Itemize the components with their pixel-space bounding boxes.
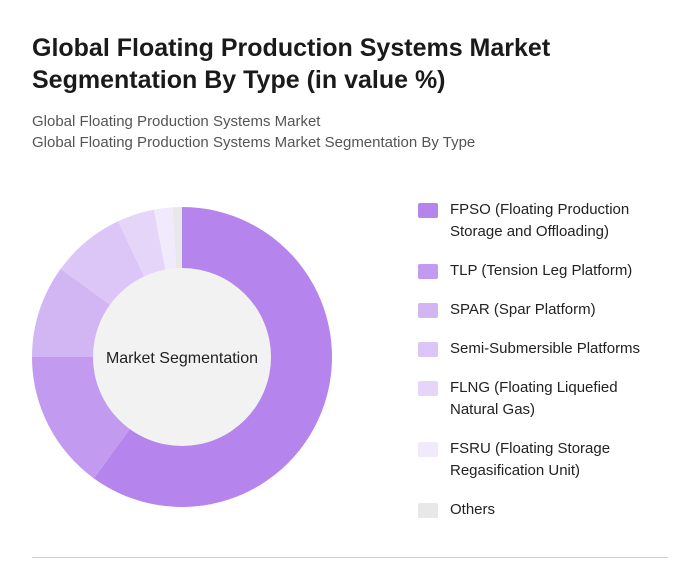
legend-item: TLP (Tension Leg Platform) [418, 260, 678, 282]
legend: FPSO (Floating Production Storage and Of… [418, 199, 678, 521]
donut-slice [32, 357, 131, 479]
legend-label: TLP (Tension Leg Platform) [450, 262, 633, 279]
legend-label: Semi-Submersible Platforms [450, 340, 641, 357]
subtitle: Global Floating Production Systems Marke… [32, 113, 321, 130]
legend-swatch [418, 381, 438, 396]
legend-item: SPAR (Spar Platform) [418, 299, 678, 321]
donut-center [93, 268, 271, 446]
donut-slice [172, 207, 182, 270]
legend-swatch [418, 442, 438, 457]
donut-slice [32, 268, 111, 357]
legend-label: FSRU (Floating Storage Regasification Un… [450, 440, 611, 479]
legend-label: SPAR (Spar Platform) [450, 301, 596, 318]
legend-swatch [418, 264, 438, 279]
legend-item: Others [418, 499, 678, 521]
donut-slice [93, 207, 332, 508]
legend-item: FPSO (Floating Production Storage and Of… [418, 199, 678, 243]
legend-item: Semi-Submersible Platforms [418, 338, 678, 360]
legend-swatch [418, 342, 438, 357]
divider [32, 557, 668, 558]
legend-item: FLNG (Floating Liquefied Natural Gas) [418, 377, 678, 421]
donut-slice [60, 221, 145, 306]
legend-label: FLNG (Floating Liquefied Natural Gas) [450, 379, 618, 418]
legend-item: FSRU (Floating Storage Regasification Un… [418, 438, 678, 482]
legend-swatch [418, 503, 438, 518]
chart-title: Global Floating Production Systems Marke… [32, 34, 551, 94]
legend-swatch [418, 303, 438, 318]
legend-label: FPSO (Floating Production Storage and Of… [450, 201, 630, 240]
legend-swatch [418, 203, 438, 218]
center-label: Market Segmentation [106, 350, 258, 367]
donut-chart: Market Segmentation [32, 207, 332, 508]
donut-slice [153, 207, 177, 271]
legend-label: Others [450, 501, 496, 518]
donut-slice [118, 209, 166, 278]
subtitle: Global Floating Production Systems Marke… [32, 134, 476, 151]
